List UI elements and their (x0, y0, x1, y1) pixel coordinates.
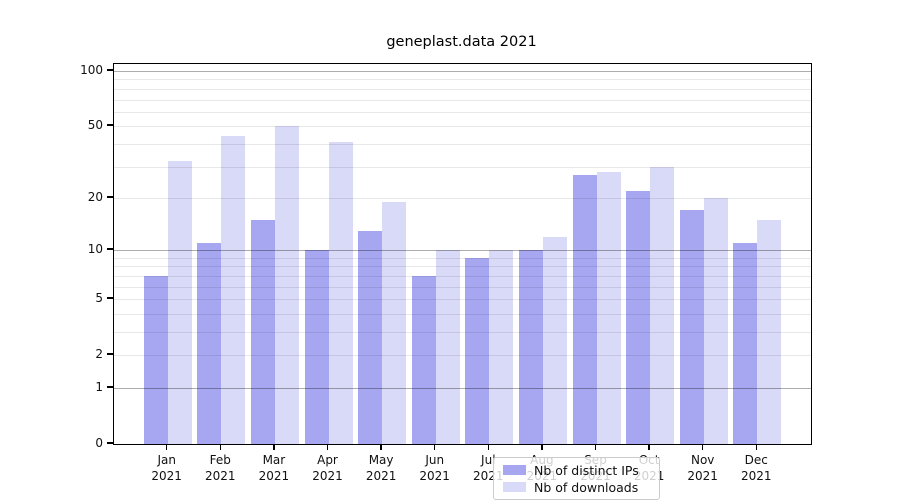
y-tick-1 (107, 386, 113, 388)
y-tick-5 (107, 297, 113, 299)
x-tick-label-may: May 2021 (365, 453, 397, 483)
minor-gridline-40 (114, 143, 811, 145)
x-tick-label-nov: Nov 2021 (687, 453, 718, 483)
bar-distinct-ips-oct (626, 190, 651, 444)
minor-gridline-2 (114, 355, 811, 357)
bar-distinct-ips-may (358, 230, 383, 444)
y-tick-2 (107, 353, 113, 355)
x-tick-feb (219, 444, 222, 450)
bar-distinct-ips-feb (197, 243, 222, 444)
x-tick-jun (433, 444, 436, 450)
bar-distinct-ips-sep (572, 174, 597, 444)
bar-downloads-may (382, 201, 407, 444)
legend: Nb of distinct IPs Nb of downloads (493, 457, 660, 500)
bar-downloads-oct (650, 166, 675, 444)
minor-gridline-5 (114, 299, 811, 301)
bar-downloads-mar (274, 126, 299, 444)
bar-downloads-dec (757, 219, 782, 444)
minor-gridline-80 (114, 88, 811, 90)
minor-gridline-30 (114, 166, 811, 168)
bar-distinct-ips-apr (304, 250, 329, 444)
chart-title: geneplast.data 2021 (386, 34, 537, 50)
minor-gridline-8 (114, 266, 811, 268)
minor-gridline-3 (114, 332, 811, 333)
x-tick-dec (755, 444, 758, 450)
legend-label: Nb of downloads (534, 479, 639, 495)
bar-downloads-nov (703, 197, 728, 444)
x-tick-jul (487, 444, 490, 450)
x-tick-aug (541, 444, 543, 450)
y-tick-label-0: 0 (95, 436, 103, 450)
x-tick-label-jan: Jan 2021 (151, 453, 182, 483)
minor-gridline-6 (114, 286, 811, 288)
bar-downloads-apr (328, 141, 353, 444)
minor-gridline-7 (114, 275, 811, 277)
bar-downloads-jun (435, 250, 460, 444)
y-tick-label-50: 50 (87, 118, 103, 133)
minor-gridline-70 (114, 99, 811, 101)
legend-label: Nb of distinct IPs (534, 462, 639, 478)
x-tick-jan (165, 444, 168, 450)
bar-downloads-jul (489, 250, 514, 444)
x-tick-label-dec: Dec 2021 (741, 453, 772, 483)
x-tick-label-apr: Apr 2021 (312, 453, 343, 483)
legend-swatch-icon (503, 482, 526, 492)
x-tick-label-jun: Jun 2021 (419, 453, 450, 483)
legend-swatch-icon (503, 465, 526, 475)
major-gridline-10 (114, 250, 811, 252)
y-tick-10 (107, 248, 113, 250)
y-tick-label-2: 2 (95, 347, 103, 362)
bar-downloads-sep (596, 171, 621, 444)
minor-gridline-50 (114, 126, 811, 128)
legend-item-1: Nb of downloads (494, 481, 659, 494)
bar-distinct-ips-aug (518, 250, 543, 444)
x-tick-apr (326, 444, 329, 450)
x-tick-label-mar: Mar 2021 (258, 453, 290, 483)
bar-downloads-aug (542, 236, 567, 444)
y-tick-label-1: 1 (95, 380, 103, 394)
y-tick-0 (107, 442, 113, 444)
x-tick-nov (701, 444, 704, 450)
x-tick-mar (273, 444, 275, 450)
legend-item-0: Nb of distinct IPs (494, 464, 659, 477)
bar-distinct-ips-jun (411, 275, 436, 444)
minor-gridline-4 (114, 313, 811, 315)
bar-distinct-ips-nov (679, 210, 704, 444)
minor-gridline-90 (114, 79, 811, 81)
y-tick-20 (107, 196, 113, 198)
y-tick-100 (107, 69, 113, 71)
y-tick-50 (107, 124, 113, 126)
bar-distinct-ips-jan (143, 275, 168, 444)
minor-gridline-9 (114, 257, 811, 259)
x-tick-may (380, 444, 382, 450)
major-gridline-100 (114, 71, 811, 72)
bar-downloads-jan (167, 161, 192, 444)
y-tick-label-100: 100 (80, 63, 103, 77)
bar-distinct-ips-jul (465, 257, 490, 444)
minor-gridline-60 (114, 111, 811, 113)
y-tick-label-20: 20 (87, 189, 103, 204)
x-tick-oct (648, 444, 650, 450)
major-gridline-1 (114, 388, 811, 389)
bar-distinct-ips-dec (733, 243, 758, 444)
minor-gridline-20 (114, 197, 811, 199)
y-tick-label-10: 10 (87, 242, 103, 257)
bar-distinct-ips-mar (250, 219, 275, 444)
x-tick-label-feb: Feb 2021 (205, 453, 236, 483)
bar-downloads-feb (221, 136, 246, 444)
x-tick-sep (594, 444, 597, 450)
y-tick-label-5: 5 (95, 291, 103, 306)
plot-area: Nb of distinct IPs Nb of downloads (113, 63, 812, 500)
